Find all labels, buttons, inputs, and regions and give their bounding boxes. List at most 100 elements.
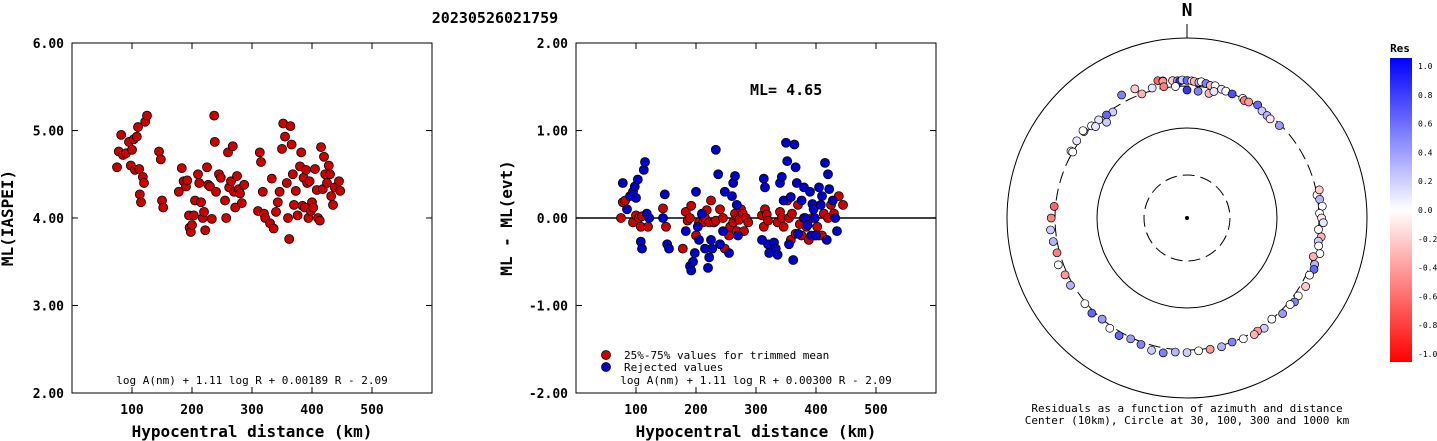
p2-data-point — [719, 186, 730, 197]
p1-data-point — [271, 206, 281, 217]
p2-data-point — [809, 213, 820, 223]
p1-data-point — [154, 146, 164, 157]
azimuth-data-point — [1182, 85, 1192, 95]
p2-data-point — [622, 204, 632, 215]
azimuth-data-point — [1114, 331, 1124, 340]
colorbar-tick-label: 0.4 — [1418, 148, 1433, 157]
azimuth-data-point — [1227, 89, 1237, 99]
p2-data-point — [664, 243, 674, 254]
p1-data-point — [286, 139, 297, 150]
p2-data-point — [772, 249, 783, 260]
colorbar-tick-label: 0.0 — [1418, 206, 1433, 215]
azimuth-data-point — [1130, 84, 1140, 94]
azimuth-data-point — [1097, 314, 1107, 324]
azimuth-data-point — [1066, 280, 1075, 290]
p1-data-point — [287, 169, 298, 180]
p2-ytick-label: 0.00 — [537, 212, 568, 227]
azimuth-data-point — [1105, 323, 1115, 333]
azimuth-data-point — [1072, 136, 1082, 146]
colorbar-tick-label: -0.8 — [1418, 321, 1437, 330]
p1-data-point — [209, 110, 220, 121]
p1-data-point — [292, 210, 303, 221]
p2-data-point — [689, 248, 700, 258]
p1-data-point — [268, 223, 279, 234]
p2-data-point — [724, 248, 734, 258]
p2-xtick-label: 200 — [684, 403, 708, 418]
azimuth-data-point — [1158, 348, 1168, 358]
p2-data-point — [715, 204, 725, 215]
p1-data-point — [182, 175, 193, 186]
p1-data-point — [254, 147, 265, 158]
colorbar-tick-label: 0.2 — [1418, 177, 1433, 186]
azimuth-caption-1: Residuals as a function of azimuth and d… — [1031, 402, 1342, 415]
p2-data-point — [706, 195, 716, 206]
p2-data-point — [632, 174, 643, 185]
p1-data-point — [280, 131, 290, 142]
p1-data-point — [116, 129, 127, 140]
panel2-formula: log A(nm) + 1.11 log R + 0.00300 R - 2.0… — [620, 374, 892, 387]
azimuth-data-point — [1275, 121, 1284, 130]
azimuth-data-point — [1171, 82, 1180, 91]
azimuth-data-point — [1317, 201, 1327, 211]
azimuth-data-point — [1193, 86, 1203, 96]
p2-data-point — [793, 228, 803, 239]
p2-data-point — [760, 182, 770, 193]
ring-100km — [1096, 127, 1278, 309]
azimuth-data-point — [1227, 337, 1237, 347]
p2-ytick-label: -1.00 — [529, 300, 568, 315]
p2-data-point — [832, 226, 842, 237]
p2-data-point — [781, 137, 791, 148]
azimuth-data-point — [1087, 308, 1097, 318]
p1-ytick-label: 5.00 — [33, 125, 64, 140]
p2-data-point — [823, 169, 833, 180]
p1-data-point — [134, 164, 145, 174]
ring-30km — [1143, 174, 1231, 262]
p2-data-point — [824, 184, 835, 195]
p1-data-point — [285, 121, 296, 132]
p2-data-point — [710, 144, 721, 155]
azimuth-data-point — [1137, 89, 1147, 99]
azimuth-data-point — [1249, 330, 1259, 339]
azimuth-data-point — [1265, 114, 1275, 124]
residual-panel: 100 200 300 400 500 -2.00 -1.00 0.00 1.00 2.00 ML… — [497, 37, 937, 441]
p1-data-point — [215, 172, 226, 183]
azimuth-data-point — [1253, 100, 1262, 110]
p2-xtick-label: 100 — [624, 403, 648, 418]
p2-data-point — [811, 230, 821, 241]
p1-data-point — [296, 147, 307, 158]
legend-marker-rejected — [601, 362, 611, 372]
azimuth-data-point — [1205, 344, 1215, 354]
p2-data-point — [616, 213, 626, 223]
p2-data-point — [791, 178, 802, 188]
p2-data-point — [790, 162, 801, 173]
p1-data-point — [290, 185, 301, 196]
p2-data-point — [644, 213, 655, 223]
p1-data-point — [142, 110, 152, 121]
panel1-frame — [71, 42, 433, 394]
p2-data-point — [776, 171, 787, 182]
p1-data-point — [136, 197, 146, 208]
p2-data-point — [733, 230, 743, 241]
p2-data-point — [743, 217, 754, 228]
azimuth-panel: N Residuals as a function of azimuth and… — [1006, 0, 1368, 427]
azimuth-data-point — [1068, 147, 1078, 157]
azimuth-data-point — [1308, 252, 1318, 261]
p2-ytick-label: -2.00 — [529, 387, 568, 402]
p2-data-point — [677, 243, 688, 254]
colorbar-tick-label: -0.2 — [1418, 235, 1437, 244]
p2-data-point — [704, 252, 715, 263]
p2-data-point — [805, 186, 815, 197]
p2-data-point — [778, 221, 789, 232]
azimuth-data-point — [1147, 83, 1157, 93]
legend-marker-trimmed — [601, 350, 611, 360]
p2-data-point — [796, 195, 807, 206]
p1-data-point — [211, 186, 221, 197]
p1-data-point — [301, 164, 311, 175]
colorbar-tick-label: 0.8 — [1418, 91, 1433, 100]
p2-data-point — [730, 171, 740, 181]
p1-data-point — [187, 220, 197, 230]
azimuth-data-point — [1194, 346, 1203, 356]
p1-data-point — [227, 141, 238, 152]
p2-data-point — [617, 178, 628, 188]
p2-ytick-label: 2.00 — [537, 37, 568, 52]
